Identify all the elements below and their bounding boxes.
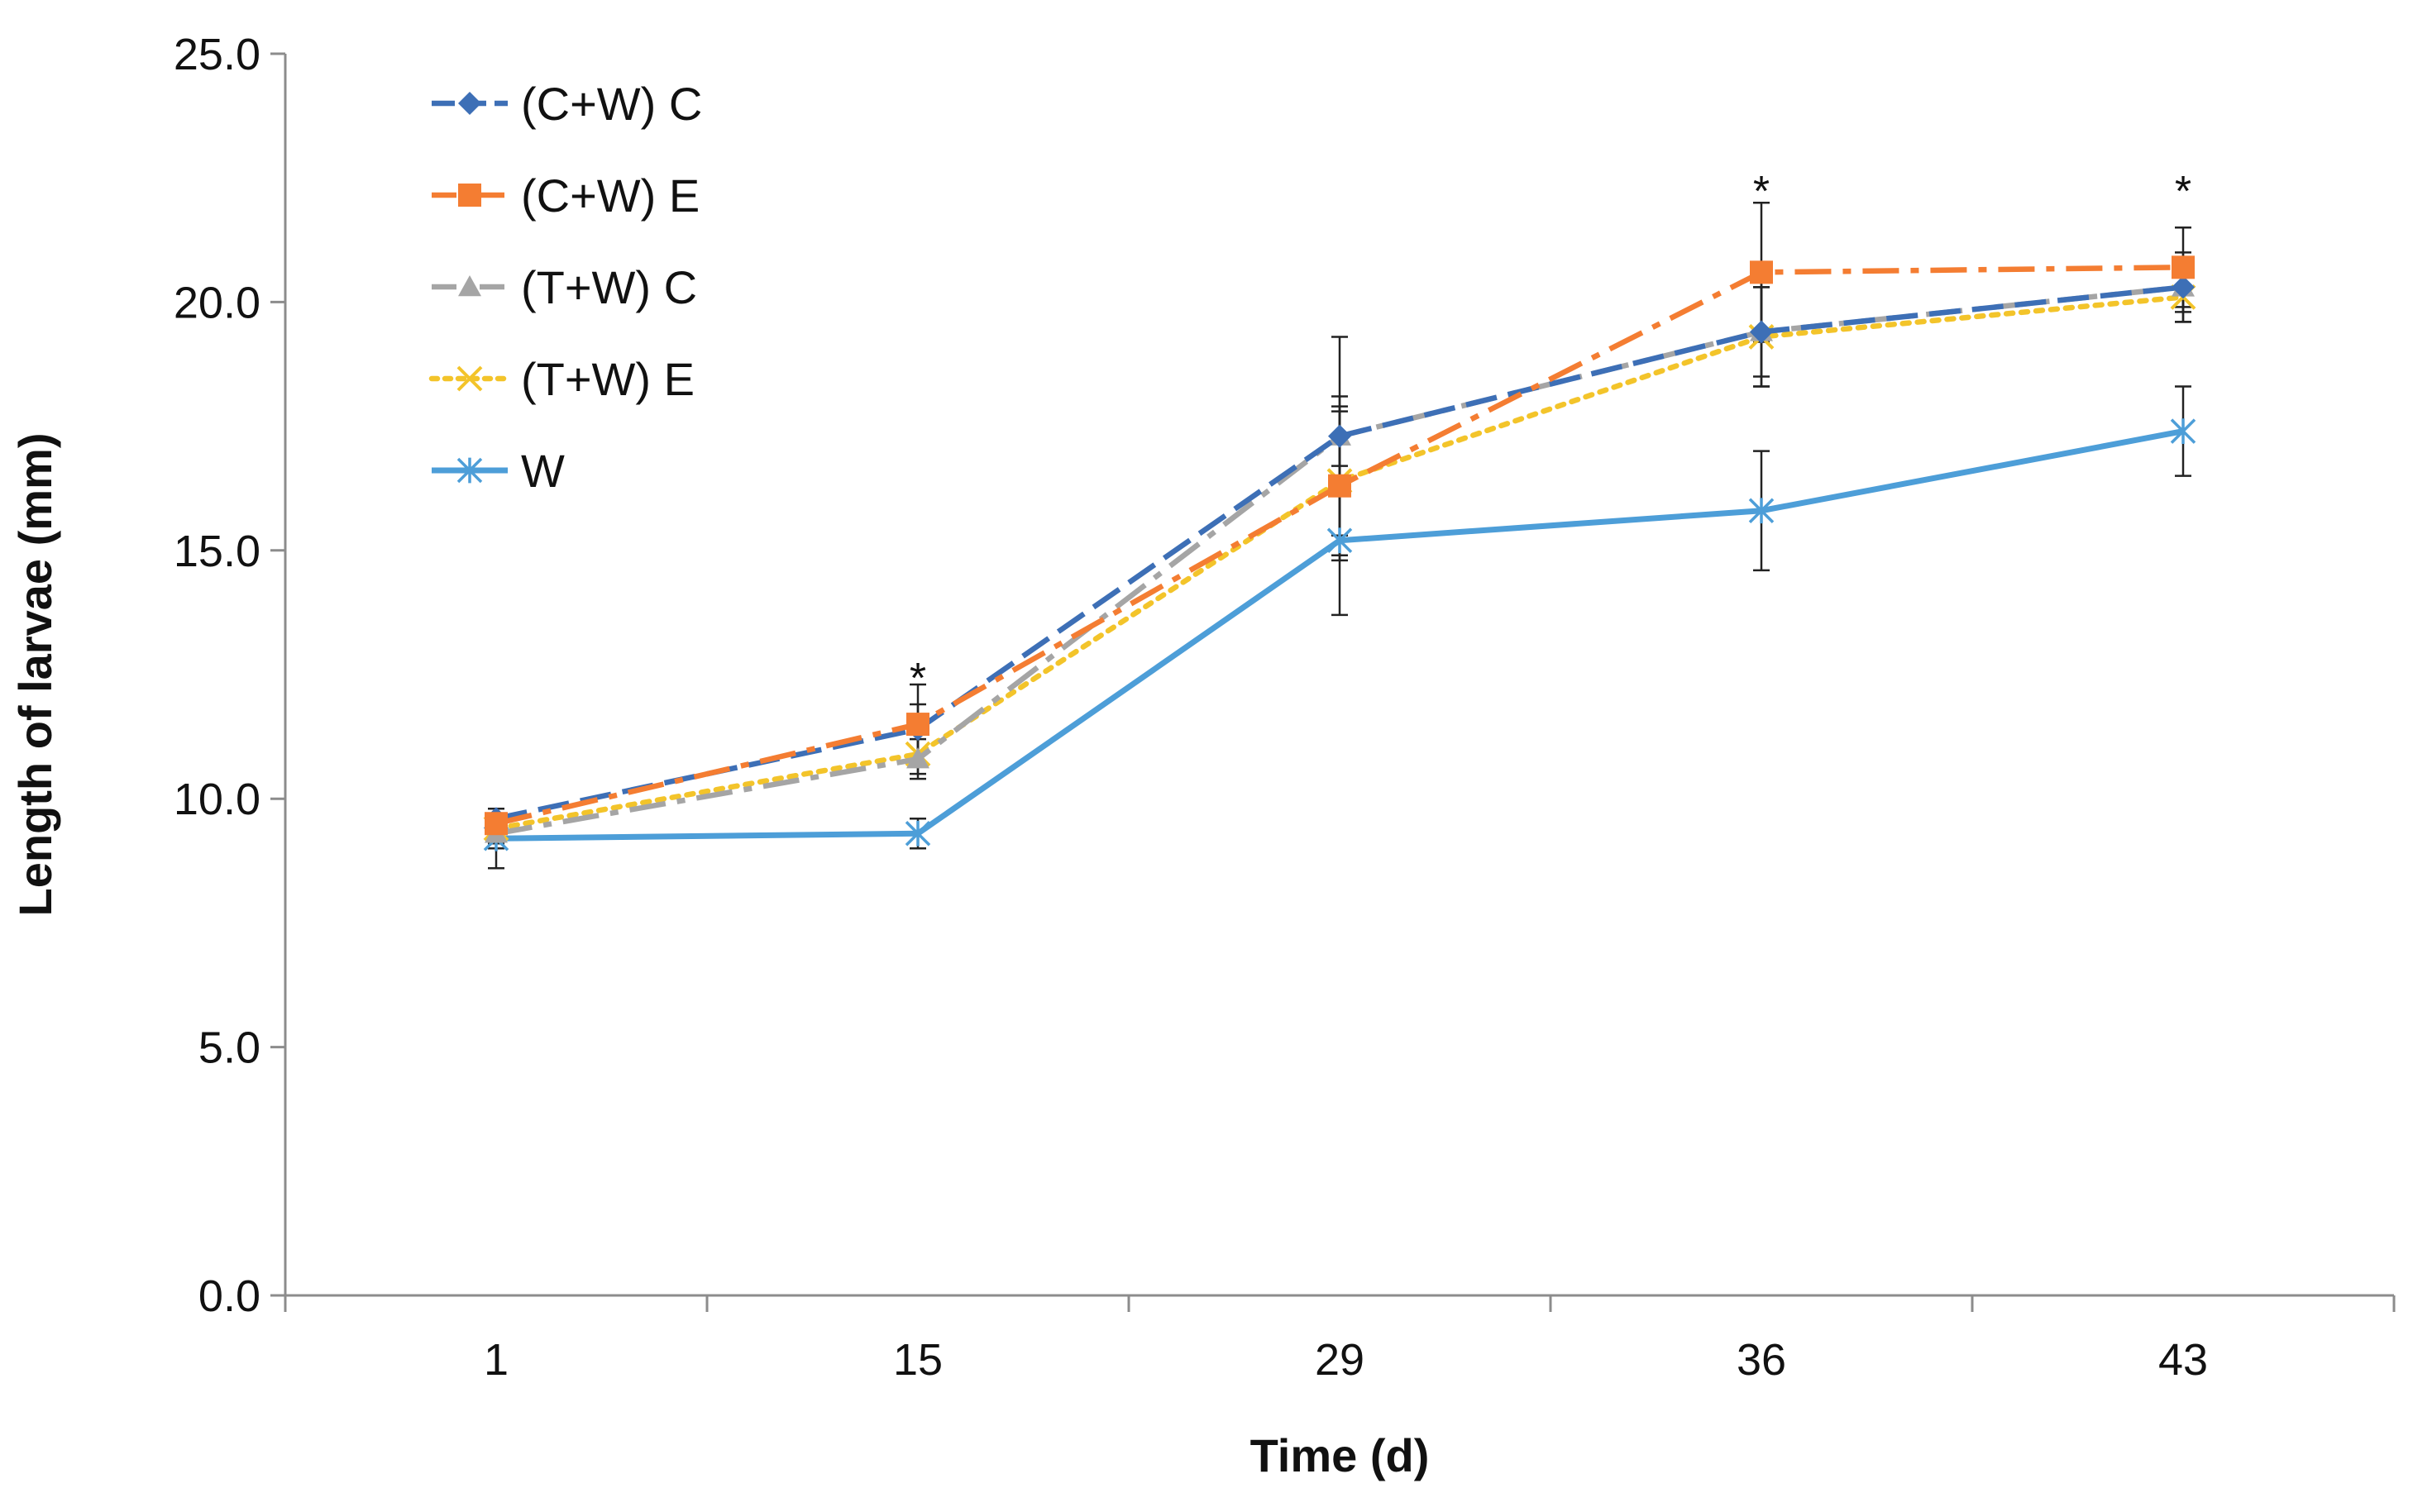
x-tick-label: 29 (1315, 1335, 1364, 1385)
significance-marker: * (1753, 168, 1770, 216)
legend-label-w: W (521, 445, 565, 497)
data-point-t-w-c (906, 747, 929, 769)
legend-entry-c-w-c: (C+W) C (432, 78, 702, 130)
legend-label-t-w-c: (T+W) C (521, 261, 697, 313)
data-point-c-w-e (1750, 260, 1773, 284)
legend-entry-t-w-e: (T+W) E (428, 353, 695, 405)
legend-entry-w: W (432, 445, 565, 497)
x-tick-label: 1 (484, 1335, 509, 1385)
legend-label-t-w-e: (T+W) E (521, 353, 695, 405)
data-point-c-w-c (2172, 275, 2195, 299)
y-tick-label: 0.0 (198, 1271, 260, 1321)
x-tick-label: 15 (893, 1335, 943, 1385)
y-tick-label: 15.0 (174, 527, 260, 576)
data-point-c-w-c (1328, 424, 1351, 448)
legend-entry-t-w-c: (T+W) C (432, 261, 697, 313)
y-tick-label: 10.0 (174, 775, 260, 824)
data-point-c-w-e (906, 713, 929, 737)
legend-marker-c-w-c (458, 92, 481, 115)
data-point-w (905, 820, 931, 847)
significance-marker: * (910, 655, 926, 703)
legend-marker-w (456, 457, 483, 484)
y-tick-label: 20.0 (174, 278, 260, 327)
legend: (C+W) C (C+W) E (T+W) C (T+W) E W (428, 78, 702, 497)
x-tick-label: 36 (1737, 1335, 1786, 1385)
legend-marker-t-w-e (456, 365, 483, 392)
significance-marker: * (2175, 168, 2191, 216)
axes-layer: 0.0 5.0 10.0 15.0 20.0 25.0 1 15 29 36 43 Time (d) L… (9, 30, 2396, 1481)
legend-marker-t-w-c (458, 275, 481, 297)
y-tick-label: 5.0 (198, 1023, 260, 1073)
data-point-c-w-e (2172, 255, 2195, 279)
legend-label-c-w-e: (C+W) E (521, 169, 700, 222)
x-axis-title: Time (d) (1250, 1429, 1430, 1481)
x-tick-label: 43 (2158, 1335, 2208, 1385)
series-layer (483, 255, 2196, 851)
data-point-w (1748, 498, 1775, 524)
y-tick-label: 25.0 (174, 30, 260, 79)
legend-label-c-w-c: (C+W) C (521, 78, 702, 130)
data-point-w (2170, 418, 2196, 445)
annotation-layer: * * * (910, 168, 2191, 703)
legend-entry-c-w-e: (C+W) E (432, 169, 700, 222)
data-point-c-w-c (1750, 320, 1773, 344)
legend-marker-c-w-e (458, 184, 481, 207)
data-point-c-w-e (485, 812, 508, 836)
data-point-w (1326, 527, 1353, 554)
data-point-c-w-e (1328, 474, 1351, 498)
y-axis-title: Length of larvae (mm) (9, 433, 61, 917)
